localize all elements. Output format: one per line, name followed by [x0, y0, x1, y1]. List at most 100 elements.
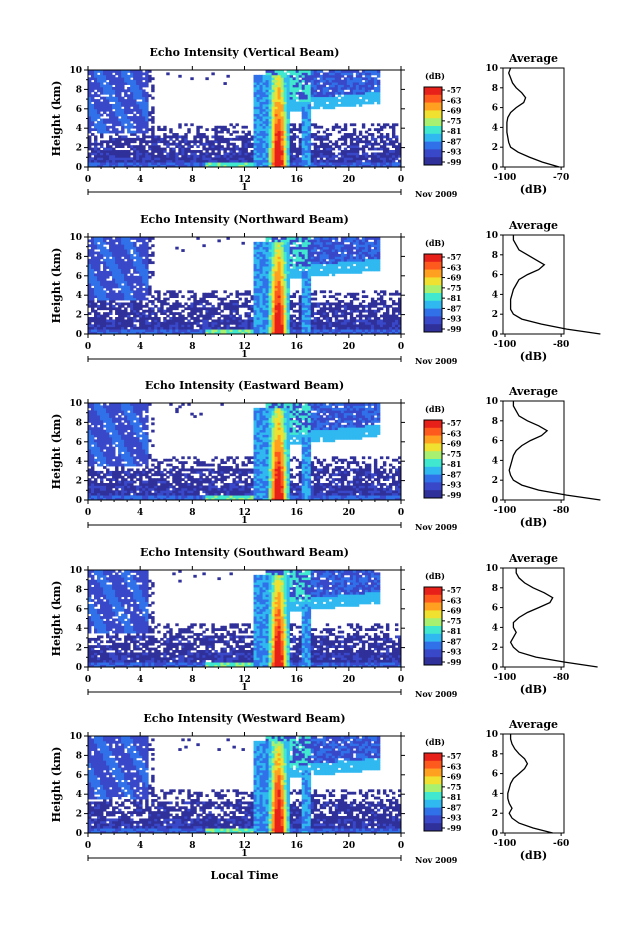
heatmap-cell	[325, 152, 330, 156]
heatmap-cell	[376, 84, 381, 88]
heatmap-cell	[88, 128, 92, 132]
heatmap-cell	[133, 162, 137, 165]
heatmap-cell	[337, 292, 342, 296]
heatmap-cell	[256, 283, 260, 286]
heatmap-cell	[121, 295, 125, 299]
heatmap-cell	[232, 130, 236, 134]
heatmap-cell	[100, 101, 104, 105]
heatmap-cell	[388, 125, 393, 129]
heatmap-cell	[133, 251, 137, 255]
heatmap-cell	[289, 84, 294, 88]
heatmap-cell	[100, 326, 104, 330]
heatmap-cell	[265, 287, 269, 291]
heatmap-cell	[262, 307, 266, 311]
colorbar-tick-label: -87	[447, 136, 461, 146]
heatmap-cell	[277, 239, 282, 243]
heatmap-cell	[322, 273, 327, 277]
heatmap-cell	[382, 150, 387, 153]
heatmap-cell	[118, 84, 122, 88]
heatmap-cell	[112, 292, 116, 296]
heatmap-cell	[181, 295, 185, 299]
heatmap-cell	[304, 258, 309, 262]
heatmap-cell	[253, 331, 257, 335]
heatmap-cell	[361, 290, 366, 294]
heatmap-cell	[358, 244, 363, 248]
heatmap-cell	[97, 142, 101, 146]
heatmap-cell	[241, 130, 245, 134]
heatmap-cell	[292, 135, 297, 139]
heatmap-cell	[337, 241, 342, 245]
heatmap-cell	[91, 113, 95, 117]
heatmap-cell	[328, 244, 333, 248]
heatmap-cell	[97, 116, 101, 119]
heatmap-cell	[307, 164, 312, 168]
heatmap-cell	[100, 74, 104, 78]
heatmap-cell	[136, 82, 140, 85]
heatmap-cell	[388, 164, 393, 168]
heatmap-cell	[307, 70, 312, 73]
heatmap-cell	[118, 162, 122, 165]
heatmap-cell	[181, 152, 185, 156]
heatmap-cell	[280, 258, 285, 262]
heatmap-cell	[352, 79, 357, 83]
heatmap-cell	[229, 304, 233, 308]
heatmap-cell	[343, 266, 348, 269]
heatmap-cell	[97, 101, 101, 105]
heatmap-cell	[142, 270, 146, 274]
heatmap-cell	[112, 304, 116, 308]
heatmap-cell	[256, 268, 260, 272]
heatmap-cell	[244, 302, 248, 306]
heatmap-cell	[241, 145, 245, 148]
heatmap-cell	[124, 251, 128, 255]
heatmap-cell	[130, 130, 134, 134]
heatmap-cell	[151, 251, 155, 255]
heatmap-cell	[262, 314, 266, 318]
heatmap-cell	[88, 329, 92, 332]
heatmap-cell	[133, 140, 137, 144]
heatmap-cell	[265, 135, 269, 139]
heatmap-cell	[106, 157, 110, 161]
heatmap-cell	[115, 128, 119, 132]
heatmap-cell	[301, 285, 306, 289]
heatmap-cell	[91, 329, 95, 332]
heatmap-cell	[289, 86, 294, 90]
heatmap-cell	[316, 79, 321, 83]
heatmap-cell	[187, 312, 191, 315]
heatmap-cell	[319, 86, 324, 90]
heatmap-cell	[109, 150, 113, 153]
heatmap-cell	[142, 145, 146, 148]
heatmap-cell	[289, 324, 294, 328]
heatmap-cell	[295, 239, 300, 243]
heatmap-cell	[319, 244, 324, 248]
heatmap-cell	[217, 137, 221, 141]
heatmap-cell	[226, 324, 230, 328]
heatmap-cell	[142, 118, 146, 122]
heatmap-cell	[151, 84, 155, 88]
heatmap-cell	[118, 74, 122, 78]
heatmap-cell	[103, 91, 107, 95]
heatmap-cell	[97, 89, 101, 93]
heatmap-cell	[364, 74, 369, 78]
heatmap-cell	[349, 70, 354, 73]
heatmap-cell	[283, 77, 288, 81]
heatmap-cell	[145, 91, 149, 95]
heatmap-cell	[265, 86, 269, 90]
heatmap-cell	[307, 258, 312, 262]
heatmap-cell	[280, 326, 285, 330]
heatmap-cell	[181, 157, 185, 161]
heatmap-cell	[346, 157, 351, 161]
heatmap-cell	[346, 251, 351, 255]
heatmap-cell	[271, 246, 275, 250]
heatmap-cell	[286, 263, 291, 267]
heatmap-cell	[133, 82, 137, 85]
heatmap-cell	[193, 300, 197, 303]
heatmap-cell	[325, 96, 330, 100]
heatmap-cell	[199, 300, 203, 303]
heatmap-cell	[139, 275, 143, 279]
heatmap-cell	[376, 162, 381, 165]
heatmap-cell	[91, 253, 95, 257]
heatmap-cell	[121, 290, 125, 294]
heatmap-cell	[280, 253, 285, 257]
heatmap-cell	[196, 321, 200, 325]
heatmap-cell	[100, 280, 104, 284]
